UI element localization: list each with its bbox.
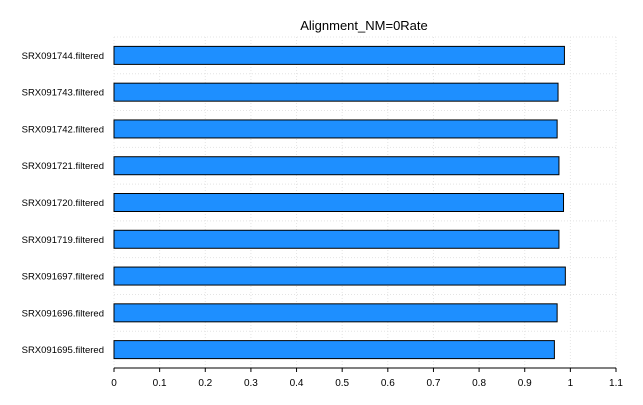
bar bbox=[113, 82, 559, 102]
category-label: SRX091696.filtered bbox=[22, 308, 104, 319]
x-tick-label: 1.1 bbox=[609, 378, 623, 389]
bar bbox=[113, 340, 555, 360]
category-label: SRX091742.filtered bbox=[22, 124, 104, 135]
category-label: SRX091721.filtered bbox=[22, 161, 104, 172]
category-label: SRX091743.filtered bbox=[22, 88, 104, 99]
x-tick-label: 0.6 bbox=[381, 378, 395, 389]
bar bbox=[113, 119, 558, 139]
bar bbox=[113, 266, 566, 286]
bar bbox=[113, 303, 558, 323]
category-label: SRX091720.filtered bbox=[22, 198, 104, 209]
x-tick-labels: 0 0.1 0.2 0.3 0.4 0.5 0.6 0.7 0.8 0.9 1 1.1 bbox=[111, 368, 623, 389]
x-tick-label: 0.1 bbox=[153, 378, 167, 389]
x-tick-label: 0.5 bbox=[335, 378, 349, 389]
bar bbox=[113, 45, 565, 65]
x-tick-label: 0.8 bbox=[472, 378, 486, 389]
category-label: SRX091695.filtered bbox=[22, 345, 104, 356]
bar bbox=[113, 229, 560, 249]
x-tick-label: 0.4 bbox=[290, 378, 304, 389]
x-tick-label: 0.9 bbox=[518, 378, 532, 389]
category-label: SRX091719.filtered bbox=[22, 235, 104, 246]
chart-title: Alignment_NM=0Rate bbox=[300, 18, 428, 33]
category-labels: SRX091744.filtered SRX091743.filtered SRX0… bbox=[22, 51, 104, 356]
bar bbox=[113, 156, 560, 176]
x-tick-label: 0 bbox=[111, 378, 117, 389]
x-tick-label: 0.3 bbox=[244, 378, 258, 389]
bars bbox=[113, 45, 566, 360]
category-label: SRX091744.filtered bbox=[22, 51, 104, 62]
x-tick-label: 1 bbox=[568, 378, 574, 389]
category-label: SRX091697.filtered bbox=[22, 272, 104, 283]
x-tick-label: 0.2 bbox=[198, 378, 212, 389]
bar bbox=[113, 193, 565, 212]
x-tick-label: 0.7 bbox=[427, 378, 441, 389]
